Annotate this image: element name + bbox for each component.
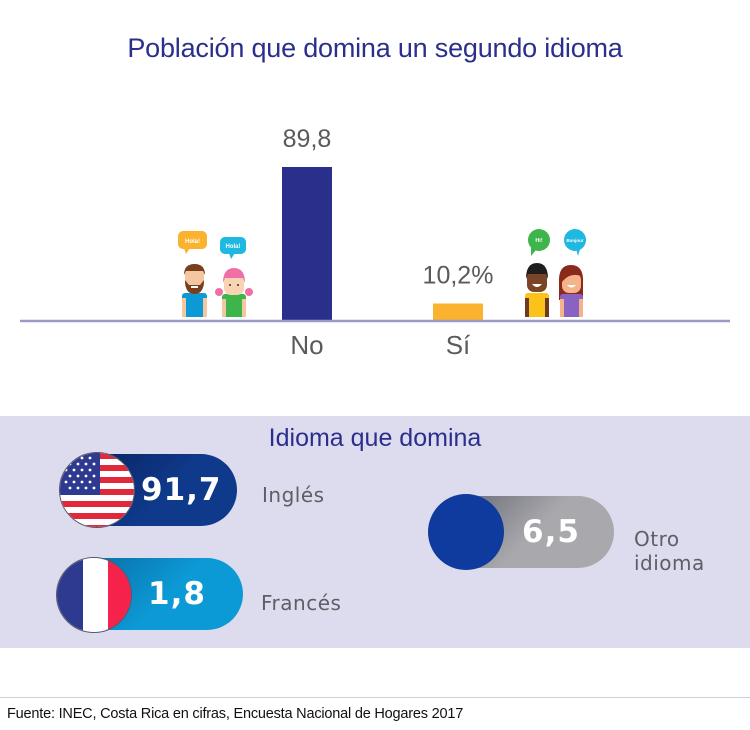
other-language-label: Otro idioma [634,527,705,575]
other-language-percent: 6,5 % [522,514,580,550]
speech-bubble-icon: Hola! [178,231,207,254]
bar-labels-group: 89,8 No 10,2% Sí [283,125,494,360]
french-percent: 1,8 % [148,576,206,612]
bar-value-label: 10,2% [423,262,494,290]
generic-language-circle-icon [428,494,504,570]
footer-divider [0,697,750,698]
bar-chart: Hola! Hola! [20,125,730,360]
bearded-man-icon [182,264,207,317]
woman-icon [558,265,584,317]
languages-title: Idioma que domina [268,424,482,452]
speech-bubble-icon: Hi! [528,229,550,256]
people-speaking-spanish-icon: Hola! Hola! [178,231,253,317]
bar-value-label: 89,8 [283,125,332,153]
speech-bubble-icon: Bonjour [564,229,586,256]
english-label: Inglés [262,483,325,507]
bar-no [282,167,332,321]
people-speaking-foreign-icon: Hi! Bonjour [525,229,586,317]
bubble-text: Bonjour [566,238,583,243]
chart-title: Población que domina un segundo idioma [127,33,623,63]
bubble-text: Hola! [226,244,241,250]
france-flag-icon [56,557,132,633]
languages-panel: Idioma que domina 91,7 % [0,416,750,648]
category-label: Sí [446,330,471,360]
bubble-text: Hi! [535,238,543,244]
bubble-text: Hola! [185,239,200,245]
girl-icon [215,268,253,317]
english-percent: 91,7 % [141,472,222,508]
french-label: Francés [261,591,342,615]
usa-flag-icon [59,452,135,528]
bar-si [433,303,483,321]
speech-bubble-icon: Hola! [220,237,246,259]
boy-icon [525,263,549,317]
source-note: Fuente: INEC, Costa Rica en cifras, Encu… [7,706,464,722]
category-label: No [290,330,323,360]
bars-group [282,167,483,321]
